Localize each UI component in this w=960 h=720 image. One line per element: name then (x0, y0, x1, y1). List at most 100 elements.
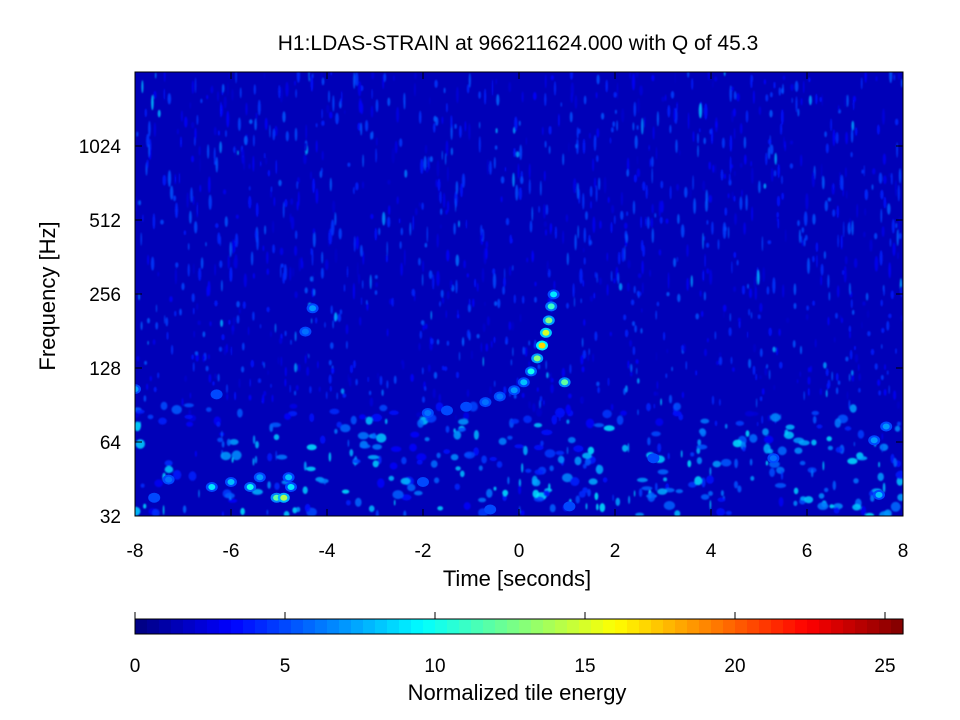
colorbar-segment (783, 619, 796, 634)
noise-tile (376, 137, 378, 146)
noise-tile (895, 470, 903, 480)
noise-tile (832, 129, 836, 147)
noise-tile (837, 234, 839, 248)
noise-tile (467, 303, 471, 313)
noise-tile (340, 424, 351, 433)
noise-tile (420, 158, 424, 174)
noise-tile (669, 124, 672, 134)
noise-tile (330, 219, 335, 236)
noise-tile (264, 152, 266, 159)
noise-tile (468, 73, 471, 88)
noise-tile (418, 110, 422, 124)
noise-tile (284, 330, 287, 337)
noise-tile (223, 345, 227, 356)
noise-tile (871, 184, 874, 191)
noise-tile (263, 390, 267, 396)
noise-tile (752, 365, 756, 375)
noise-tile (383, 73, 387, 82)
noise-tile (550, 384, 554, 394)
noise-tile (614, 215, 616, 225)
noise-tile (249, 119, 253, 125)
noise-tile (686, 277, 689, 291)
noise-tile (773, 81, 776, 89)
noise-tile (466, 329, 471, 339)
noise-tile (864, 72, 867, 79)
noise-tile (723, 72, 726, 77)
noise-tile (500, 196, 503, 203)
noise-tile (697, 144, 699, 158)
noise-tile (266, 509, 269, 515)
noise-tile (609, 331, 612, 337)
noise-tile (473, 430, 479, 440)
noise-tile (886, 320, 890, 331)
noise-tile (358, 273, 360, 285)
colorbar-tick-label: 25 (874, 656, 895, 677)
noise-tile (162, 174, 167, 186)
noise-tile (716, 508, 726, 516)
noise-tile (344, 109, 346, 115)
noise-tile (392, 490, 404, 500)
noise-tile (445, 209, 448, 215)
noise-tile (894, 425, 901, 432)
noise-tile (306, 366, 310, 376)
noise-tile (181, 282, 185, 291)
noise-tile (289, 213, 292, 223)
noise-tile (491, 79, 494, 96)
feature-tile-core (287, 484, 295, 490)
noise-tile (611, 127, 614, 133)
noise-tile (542, 126, 544, 136)
noise-tile (782, 284, 785, 298)
noise-tile (732, 439, 743, 448)
noise-tile (712, 80, 714, 89)
noise-tile (336, 392, 339, 400)
noise-tile (561, 367, 566, 378)
noise-tile (260, 160, 262, 167)
noise-tile (797, 108, 800, 117)
noise-tile (353, 186, 355, 195)
noise-tile (898, 72, 901, 80)
noise-tile (843, 95, 848, 108)
noise-tile (593, 292, 596, 299)
noise-tile (772, 277, 776, 294)
noise-tile (804, 234, 808, 241)
noise-tile (545, 360, 547, 370)
noise-tile (330, 342, 334, 350)
colorbar-tick-label: 10 (424, 656, 445, 677)
x-tick-label: 4 (706, 541, 717, 562)
noise-tile (324, 259, 329, 271)
noise-tile (622, 444, 628, 452)
noise-tile (534, 469, 544, 475)
noise-tile (770, 413, 781, 422)
noise-tile (895, 179, 897, 197)
noise-tile (732, 367, 735, 372)
noise-tile (360, 244, 363, 257)
noise-tile (883, 175, 887, 185)
noise-tile (852, 503, 862, 511)
noise-tile (172, 470, 182, 480)
noise-tile (843, 265, 847, 283)
noise-tile (694, 476, 703, 486)
noise-tile (436, 160, 440, 177)
noise-tile (219, 235, 221, 247)
noise-tile (428, 364, 431, 373)
noise-tile (750, 476, 755, 481)
noise-tile (468, 298, 471, 307)
colorbar-segment (675, 619, 688, 634)
noise-tile (492, 272, 497, 289)
noise-tile (463, 411, 470, 421)
noise-tile (703, 291, 707, 301)
noise-tile (811, 410, 819, 416)
noise-tile (730, 86, 734, 92)
noise-tile (528, 401, 531, 409)
noise-tile (377, 478, 385, 489)
noise-tile (607, 196, 610, 203)
noise-tile (320, 435, 326, 444)
noise-tile (231, 239, 235, 255)
noise-tile (414, 72, 417, 80)
noise-tile (284, 413, 292, 420)
noise-tile (379, 375, 383, 386)
noise-tile (525, 468, 532, 473)
noise-tile (566, 419, 570, 424)
colorbar-label: Normalized tile energy (408, 680, 627, 705)
